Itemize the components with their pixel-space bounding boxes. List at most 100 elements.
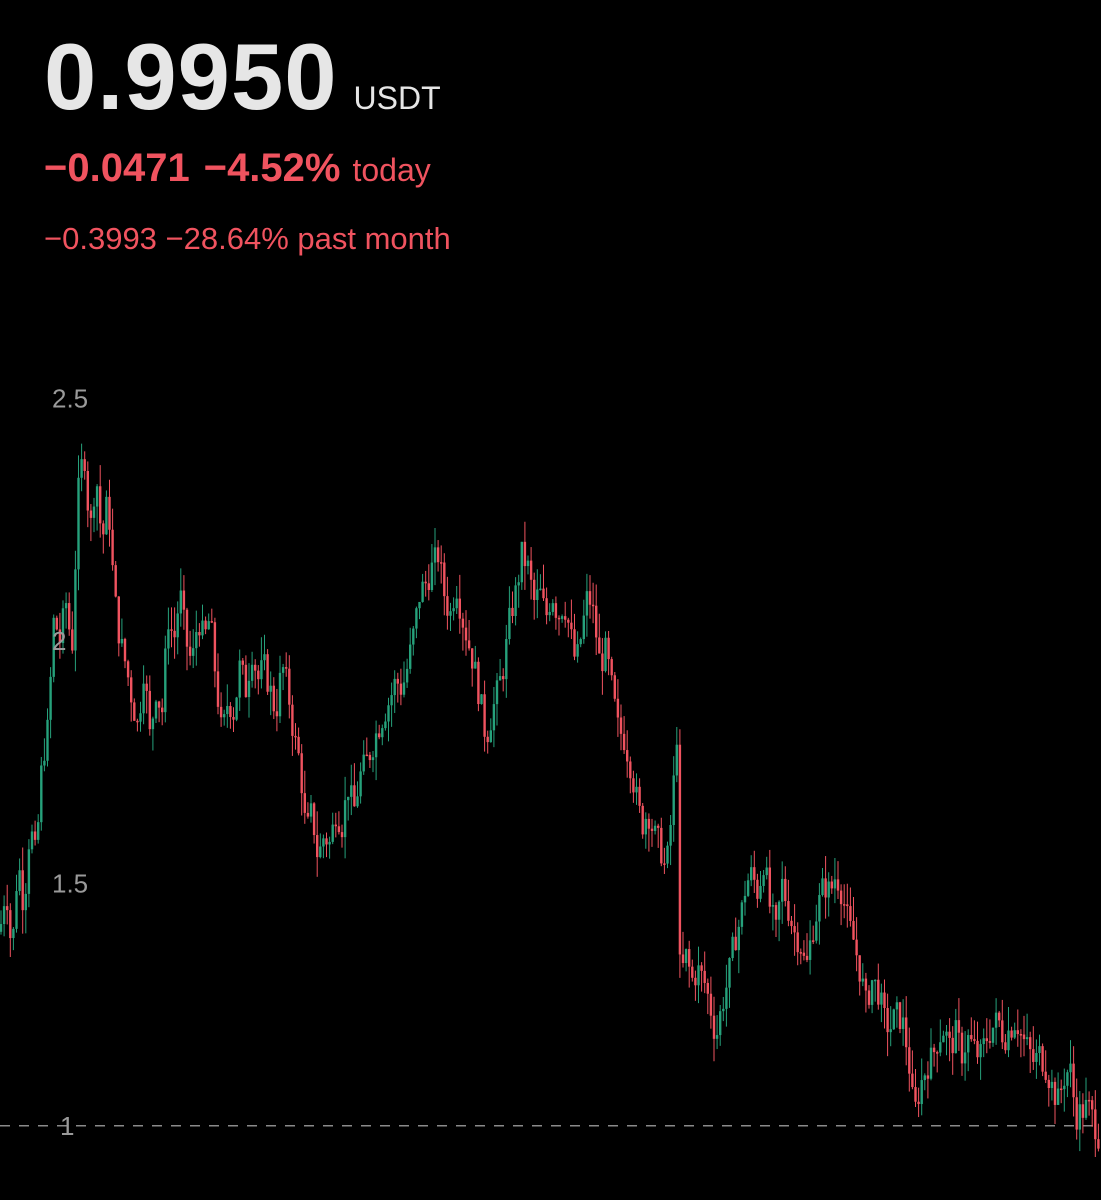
candle-body	[1053, 1081, 1057, 1105]
candle-body	[781, 878, 784, 902]
candle-body	[567, 619, 570, 623]
candle-body	[954, 1020, 957, 1054]
candle-body	[1063, 1085, 1066, 1090]
candle-body	[443, 562, 446, 597]
candle-body	[843, 904, 846, 906]
candle-body	[818, 895, 821, 922]
candle-body	[1001, 1020, 1004, 1043]
candle-body	[1094, 1109, 1097, 1140]
candle-body	[350, 785, 353, 797]
candle-body	[517, 582, 520, 586]
candle-body	[9, 910, 12, 939]
candle-body	[880, 992, 883, 1005]
candle-body	[418, 601, 421, 609]
candle-body	[613, 675, 616, 699]
candle-body	[759, 885, 762, 899]
candle-body	[598, 637, 601, 654]
candle-body	[629, 761, 632, 779]
candle-body	[688, 949, 691, 967]
candle-body	[551, 603, 554, 612]
candle-body	[641, 805, 644, 835]
candle-body	[238, 660, 241, 698]
candle-body	[1022, 1034, 1026, 1040]
candle-body	[539, 588, 542, 591]
candle-body	[998, 1012, 1001, 1021]
candle-body	[356, 796, 359, 807]
candle-body	[790, 920, 793, 927]
candle-body	[108, 496, 111, 530]
candle-body	[970, 1035, 973, 1040]
candle-body	[591, 604, 595, 607]
candle-body	[905, 1017, 908, 1048]
candle-body	[1007, 1030, 1010, 1051]
candle-body	[154, 701, 158, 719]
candle-body	[244, 664, 248, 698]
candle-body	[511, 607, 514, 617]
candle-body	[948, 1031, 951, 1038]
candle-body	[849, 906, 852, 921]
candle-body	[371, 757, 375, 761]
candle-body	[675, 744, 678, 776]
candle-body	[647, 818, 651, 829]
candle-body	[864, 978, 868, 991]
candle-body	[133, 702, 136, 721]
candle-body	[824, 878, 827, 898]
candle-body	[994, 1012, 998, 1028]
candle-body	[768, 867, 771, 907]
candle-body	[622, 733, 626, 751]
candle-body	[502, 676, 505, 680]
candle-body	[130, 677, 133, 703]
candle-body	[1075, 1097, 1078, 1130]
candle-body	[257, 670, 260, 680]
candle-body	[917, 1101, 920, 1105]
candle-body	[787, 901, 790, 921]
candle-body	[210, 621, 213, 623]
candle-body	[123, 638, 127, 662]
candle-body	[291, 704, 294, 736]
candle-body	[846, 904, 849, 907]
candle-body	[979, 1044, 982, 1058]
candle-body	[64, 603, 68, 609]
candle-body	[6, 906, 9, 911]
candle-body	[272, 685, 275, 712]
candle-body	[452, 608, 455, 612]
candle-body	[229, 706, 232, 717]
candle-body	[619, 717, 623, 734]
candle-body	[973, 1039, 976, 1041]
candle-body	[192, 648, 195, 656]
candle-body	[446, 596, 449, 616]
candle-body	[139, 713, 142, 722]
candle-body	[455, 598, 458, 609]
candle-body	[1004, 1042, 1007, 1051]
daily-change-absolute: −0.0471	[44, 146, 190, 190]
candle-body	[430, 562, 434, 590]
candle-body	[300, 753, 303, 794]
candle-body	[393, 678, 396, 696]
candle-body	[343, 800, 347, 838]
candle-body	[216, 671, 220, 707]
candle-body	[560, 616, 564, 619]
candle-body	[750, 867, 753, 881]
candle-body	[387, 705, 390, 722]
candle-body	[105, 496, 108, 535]
candle-body	[480, 694, 483, 705]
candle-body	[49, 676, 52, 720]
candle-body	[802, 952, 806, 956]
candle-body	[725, 987, 728, 1009]
candle-body	[467, 640, 471, 649]
candle-body	[908, 1047, 911, 1074]
candle-body	[709, 993, 713, 1016]
candle-body	[415, 608, 418, 629]
candle-body	[1084, 1099, 1088, 1118]
candle-body	[1029, 1037, 1032, 1050]
candlestick-chart[interactable]: 2.5 2 1.5 1	[0, 330, 1101, 1200]
candle-body	[923, 1075, 926, 1081]
candle-body	[412, 628, 415, 645]
candle-body	[390, 695, 393, 706]
daily-change-label: today	[352, 152, 431, 188]
candle-body	[176, 613, 179, 638]
candle-body	[570, 622, 573, 630]
candle-body	[762, 875, 765, 886]
candle-body	[384, 721, 387, 729]
candle-body	[285, 667, 288, 669]
